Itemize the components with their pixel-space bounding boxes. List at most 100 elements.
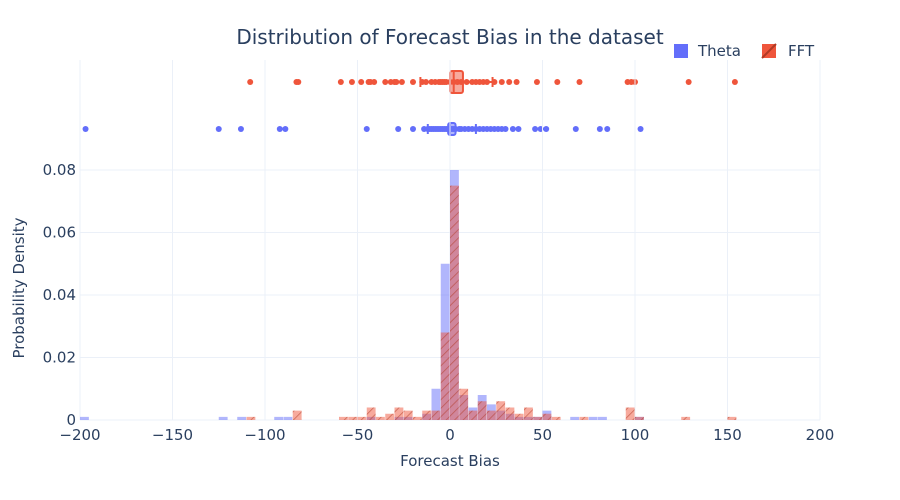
histogram-bar-fft [514, 413, 524, 420]
legend-label-theta[interactable]: Theta [697, 42, 741, 60]
point-fft [422, 79, 429, 85]
histogram-bar-theta [431, 388, 441, 420]
histogram-bar-fft [292, 410, 302, 420]
y-axis-title: Probability Density [10, 217, 28, 358]
x-tick-label: 0 [445, 426, 455, 444]
histogram-bar-fft [339, 416, 348, 420]
point-theta [543, 126, 550, 132]
legend-hatch-fft [761, 43, 777, 59]
histogram-bar-fft [477, 401, 487, 420]
histogram-bar-fft [431, 410, 441, 420]
histogram-bar-theta [283, 416, 293, 420]
x-tick-label: 100 [621, 426, 650, 444]
y-tick-label: 0 [66, 411, 76, 429]
point-theta [410, 126, 416, 132]
point-fft [393, 79, 400, 85]
point-fft [731, 79, 738, 85]
point-fft [554, 79, 561, 85]
histogram-bar-fft [681, 416, 691, 420]
point-theta [637, 126, 644, 132]
histogram-bar-fft [376, 416, 385, 420]
point-theta [82, 126, 89, 132]
point-theta [276, 126, 283, 132]
point-fft [358, 79, 365, 85]
histogram-bar-fft [468, 410, 478, 420]
y-tick-label: 0.06 [43, 224, 76, 242]
legend-label-fft[interactable]: FFT [788, 42, 815, 60]
histogram-bar-theta [570, 416, 580, 420]
histogram-bar-fft [403, 410, 413, 420]
histogram-bar-fft [385, 413, 395, 420]
histogram-bar-fft [440, 332, 450, 420]
y-tick-label: 0.02 [43, 349, 76, 367]
histogram-bar-fft [551, 416, 561, 420]
histogram-bar-fft [413, 416, 422, 420]
y-tick-label: 0.04 [43, 286, 76, 304]
point-fft [398, 79, 405, 85]
histogram-bar-theta [218, 416, 228, 420]
point-fft [576, 79, 583, 85]
point-theta [604, 126, 611, 132]
histogram-bar-fft [625, 407, 635, 420]
axes: −200 −150 −100 −50 0 50 100 150 200 0 0.02 0.04 0.06… [43, 161, 835, 444]
histogram-bar-fft [394, 407, 404, 420]
point-fft [513, 79, 520, 85]
legend-swatch-theta[interactable] [674, 44, 688, 58]
histogram-bar-fft [533, 416, 543, 420]
point-fft [410, 79, 416, 85]
histogram-bar-fft [487, 410, 496, 420]
histogram-bar-fft [542, 413, 552, 420]
point-fft [484, 79, 490, 85]
point-theta [502, 126, 509, 132]
point-fft [295, 79, 302, 85]
point-fft [382, 79, 389, 85]
histogram-bar-fft [357, 416, 367, 420]
point-fft [337, 79, 344, 85]
histogram-bar-theta [237, 416, 247, 420]
histogram-bar-fft [727, 416, 737, 420]
point-theta [395, 126, 402, 132]
x-tick-label: −200 [59, 426, 100, 444]
histogram-bar-theta [274, 416, 284, 420]
histogram-bar-fft [579, 416, 589, 420]
x-tick-label: −50 [342, 426, 374, 444]
point-fft [533, 79, 540, 85]
x-tick-label: −150 [152, 426, 193, 444]
histogram-bar-fft [450, 185, 459, 420]
histogram-bar-theta [80, 416, 89, 420]
marginal-box-plot [82, 70, 738, 136]
x-tick-label: 200 [806, 426, 835, 444]
point-fft [371, 79, 378, 85]
point-fft [458, 79, 465, 85]
x-tick-label: −100 [244, 426, 285, 444]
histogram-bar-theta [588, 416, 598, 420]
x-tick-label: 150 [713, 426, 742, 444]
histogram-bar-fft [459, 388, 469, 420]
point-theta [509, 126, 516, 132]
y-tick-label: 0.08 [43, 161, 76, 179]
histogram-bar-fft [348, 416, 358, 420]
point-theta [363, 126, 370, 132]
x-axis-title: Forecast Bias [400, 452, 500, 470]
point-theta [282, 126, 289, 132]
histogram-bar-theta [598, 416, 607, 420]
point-theta [515, 126, 522, 132]
point-theta [532, 126, 539, 132]
point-fft [506, 79, 513, 85]
histogram-bar-fft [246, 416, 256, 420]
point-theta [237, 126, 244, 132]
point-theta [596, 126, 603, 132]
point-fft [491, 79, 498, 85]
histogram-bar-fft [496, 401, 506, 420]
legend[interactable]: Theta FFT [674, 42, 815, 60]
chart-title: Distribution of Forecast Bias in the dat… [236, 25, 664, 49]
point-theta [572, 126, 579, 132]
point-fft [463, 79, 470, 85]
point-theta [215, 126, 222, 132]
histogram-bar-fft [635, 416, 644, 420]
histogram-bar-fft [422, 410, 432, 420]
histogram-bar-fft [524, 407, 533, 420]
histogram-bars [80, 170, 737, 420]
point-fft [685, 79, 692, 85]
